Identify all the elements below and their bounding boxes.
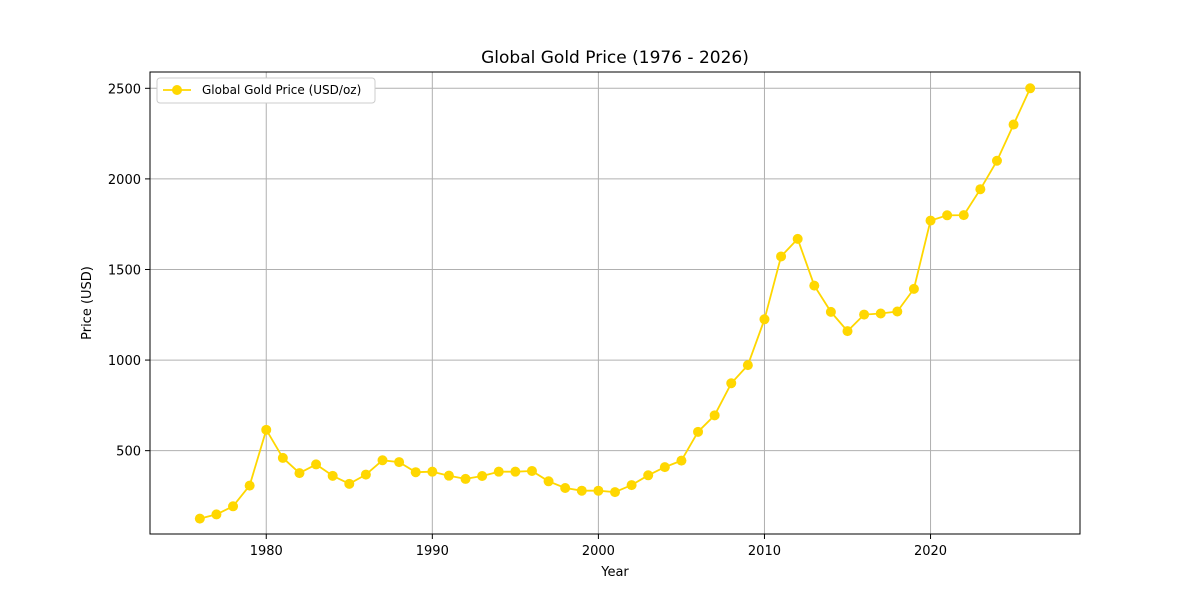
data-point — [277, 452, 288, 463]
data-point — [410, 467, 421, 478]
x-tick-label: 1980 — [250, 544, 283, 559]
chart-title: Global Gold Price (1976 - 2026) — [481, 48, 749, 68]
data-point — [477, 471, 488, 482]
data-point — [394, 457, 405, 468]
data-point — [261, 424, 272, 435]
y-tick-label: 1500 — [108, 263, 141, 278]
data-point — [1008, 119, 1019, 130]
data-point — [443, 470, 454, 481]
data-point — [825, 306, 836, 317]
y-axis-label: Price (USD) — [80, 266, 95, 340]
data-point — [526, 465, 537, 476]
data-point — [759, 314, 770, 325]
data-point — [942, 210, 953, 221]
data-point — [693, 426, 704, 437]
data-point — [892, 306, 903, 317]
grid-layer — [150, 72, 1080, 534]
x-tick-label: 2010 — [748, 544, 781, 559]
data-point — [560, 482, 571, 493]
legend-marker-sample — [172, 85, 182, 95]
data-point — [859, 309, 870, 320]
data-point — [709, 410, 720, 421]
data-point — [244, 480, 255, 491]
y-tick-label: 2500 — [108, 82, 141, 97]
data-point — [742, 360, 753, 371]
data-point — [792, 233, 803, 244]
y-tick-label: 500 — [116, 445, 141, 460]
tick-layer: 1980 1990 2000 2010 2020 500 1000 1500 2000 2500 — [108, 82, 947, 559]
data-point — [194, 513, 205, 524]
data-point — [726, 378, 737, 389]
data-point — [510, 466, 521, 477]
legend-entry-label: Global Gold Price (USD/oz) — [202, 83, 361, 97]
data-point — [211, 509, 222, 520]
x-axis-label: Year — [600, 565, 629, 580]
data-point — [327, 470, 338, 481]
data-point — [311, 459, 322, 470]
data-point — [377, 455, 388, 466]
data-point — [659, 462, 670, 473]
data-point — [493, 466, 504, 477]
data-point — [842, 326, 853, 337]
data-point — [460, 473, 471, 484]
legend-box — [156, 77, 376, 104]
data-point — [991, 155, 1002, 166]
data-point — [427, 466, 438, 477]
plot-area-frame — [149, 71, 1081, 535]
x-tick-label: 1990 — [416, 544, 449, 559]
data-point — [626, 480, 637, 491]
data-point — [908, 283, 919, 294]
data-point — [875, 308, 886, 319]
x-tick-label: 2000 — [582, 544, 615, 559]
data-point — [228, 501, 239, 512]
data-point — [643, 470, 654, 481]
data-point — [958, 210, 969, 221]
data-point — [576, 485, 587, 496]
data-point — [344, 478, 355, 489]
data-point — [610, 487, 620, 498]
data-point — [1025, 83, 1036, 94]
data-point — [925, 215, 936, 226]
data-point — [593, 485, 604, 496]
data-point — [543, 476, 554, 487]
y-tick-label: 1000 — [108, 354, 141, 369]
data-point — [776, 251, 787, 262]
data-point — [809, 280, 820, 291]
x-tick-label: 2020 — [914, 544, 947, 559]
y-tick-label: 2000 — [108, 173, 141, 188]
legend: Global Gold Price (USD/oz) — [156, 77, 376, 104]
data-point — [294, 468, 305, 479]
data-point — [975, 184, 986, 195]
series-layer — [194, 83, 1036, 524]
data-point — [360, 469, 371, 480]
data-point — [676, 455, 687, 466]
